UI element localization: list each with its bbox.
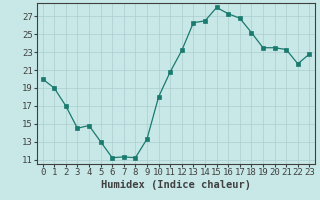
X-axis label: Humidex (Indice chaleur): Humidex (Indice chaleur)	[101, 180, 251, 190]
